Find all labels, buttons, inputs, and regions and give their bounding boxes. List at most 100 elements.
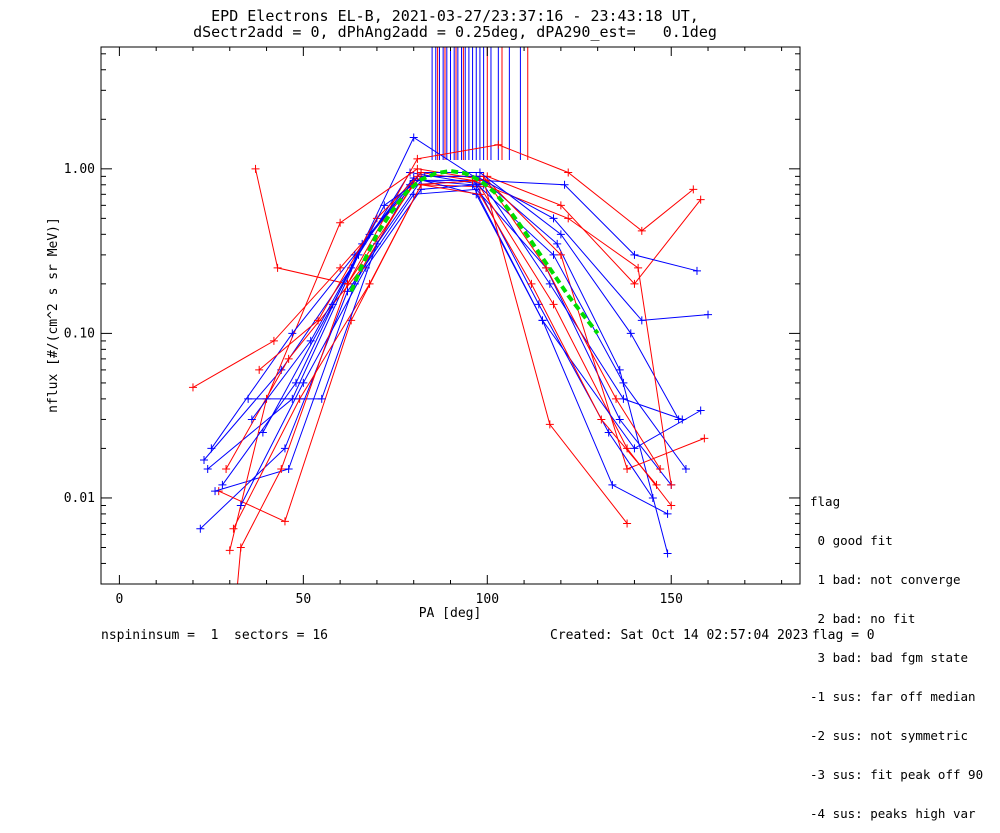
data-point-marker bbox=[222, 464, 231, 473]
data-point-marker bbox=[630, 444, 639, 453]
data-point-marker bbox=[564, 214, 573, 223]
x-tick-label: 50 bbox=[296, 592, 312, 607]
data-point-marker bbox=[604, 428, 613, 437]
flag-legend: flag 0 good fit 1 bad: not converge 2 ba… bbox=[810, 469, 983, 833]
series-line bbox=[207, 171, 683, 470]
data-point-marker bbox=[236, 543, 245, 552]
data-point-marker bbox=[280, 444, 289, 453]
series-line bbox=[229, 168, 705, 551]
data-point-marker bbox=[247, 415, 256, 424]
chart-title: EPD Electrons EL-B, 2021-03-27/23:37:16 … bbox=[211, 7, 699, 25]
data-point-marker bbox=[615, 415, 624, 424]
data-point-marker bbox=[612, 394, 621, 403]
data-point-marker bbox=[284, 464, 293, 473]
data-point-marker bbox=[564, 168, 573, 177]
data-point-marker bbox=[667, 480, 676, 489]
data-point-marker bbox=[656, 464, 665, 473]
data-point-marker bbox=[328, 300, 337, 309]
data-point-marker bbox=[244, 394, 253, 403]
data-point-marker bbox=[696, 195, 705, 204]
y-tick-label: 0.10 bbox=[64, 326, 95, 341]
data-point-marker bbox=[667, 501, 676, 510]
data-point-marker bbox=[211, 487, 220, 496]
data-point-marker bbox=[681, 464, 690, 473]
series-line bbox=[210, 179, 687, 470]
flag-legend-entry: 0 good fit bbox=[810, 533, 893, 548]
data-point-marker bbox=[203, 464, 212, 473]
data-point-marker bbox=[200, 456, 209, 465]
data-point-marker bbox=[549, 214, 558, 223]
data-point-marker bbox=[545, 279, 554, 288]
data-point-marker bbox=[634, 263, 643, 272]
footer-flag-value: flag = 0 bbox=[812, 628, 875, 643]
data-point-marker bbox=[413, 154, 422, 163]
series-line bbox=[218, 184, 672, 523]
data-point-marker bbox=[615, 365, 624, 374]
data-point-marker bbox=[314, 316, 323, 325]
flag-legend-entry: -3 sus: fit peak off 90 bbox=[810, 767, 984, 782]
data-point-marker bbox=[336, 263, 345, 272]
series-line bbox=[225, 175, 661, 470]
data-point-marker bbox=[347, 316, 356, 325]
data-point-marker bbox=[188, 383, 197, 392]
data-point-marker bbox=[229, 524, 238, 533]
plot-area: 0 50 100 150 0.01 0.10 1.00 PA [deg] nflux [#/… bbox=[46, 46, 801, 621]
flag-legend-entry: 3 bad: bad fgm state bbox=[810, 650, 969, 665]
data-point-marker bbox=[475, 168, 484, 177]
series-line bbox=[248, 179, 668, 515]
data-point-marker bbox=[623, 519, 632, 528]
data-point-marker bbox=[652, 480, 661, 489]
flag-legend-entry: -4 sus: peaks high var bbox=[810, 806, 976, 821]
series-line bbox=[255, 144, 694, 285]
data-point-marker bbox=[277, 464, 286, 473]
flag-legend-entry: 1 bad: not converge bbox=[810, 572, 961, 587]
x-axis-label: PA [deg] bbox=[419, 606, 482, 621]
data-point-marker bbox=[225, 546, 234, 555]
data-point-marker bbox=[608, 480, 617, 489]
data-point-marker bbox=[623, 464, 632, 473]
data-point-marker bbox=[619, 378, 628, 387]
y-tick-label: 1.00 bbox=[64, 162, 95, 177]
data-point-marker bbox=[380, 201, 389, 210]
data-point-marker bbox=[619, 394, 628, 403]
series-line bbox=[192, 175, 702, 388]
data-point-marker bbox=[674, 415, 683, 424]
data-point-marker bbox=[258, 428, 267, 437]
data-point-marker bbox=[560, 180, 569, 189]
data-point-marker bbox=[343, 279, 352, 288]
series-line bbox=[251, 172, 680, 420]
fit-curve bbox=[349, 168, 600, 335]
y-tick-label: 0.01 bbox=[64, 491, 95, 506]
data-point-marker bbox=[494, 140, 503, 149]
flag-legend-entry: -1 sus: far off median bbox=[810, 689, 976, 704]
data-point-marker bbox=[372, 214, 381, 223]
data-point-marker bbox=[556, 230, 565, 239]
flag-legend-entry: 2 bad: no fit bbox=[810, 611, 916, 626]
data-point-marker bbox=[663, 549, 672, 558]
series-line bbox=[232, 184, 657, 529]
x-tick-label: 100 bbox=[476, 592, 499, 607]
data-point-marker bbox=[689, 185, 698, 194]
data-point-marker bbox=[597, 415, 606, 424]
data-point-marker bbox=[637, 226, 646, 235]
x-tick-label: 150 bbox=[659, 592, 682, 607]
series-line bbox=[262, 175, 709, 433]
series-line bbox=[221, 177, 701, 486]
data-point-marker bbox=[413, 164, 422, 173]
data-point-marker bbox=[549, 300, 558, 309]
data-point-marker bbox=[236, 501, 245, 510]
data-point-marker bbox=[409, 133, 418, 142]
data-point-marker bbox=[251, 164, 260, 173]
data-point-marker bbox=[299, 378, 308, 387]
data-point-marker bbox=[269, 336, 278, 345]
footer-created-timestamp: Created: Sat Oct 14 02:57:04 2023 bbox=[550, 628, 809, 643]
data-point-marker bbox=[273, 263, 282, 272]
data-point-marker bbox=[637, 316, 646, 325]
data-point-marker bbox=[317, 394, 326, 403]
data-point-marker bbox=[233, 585, 241, 593]
data-point-marker bbox=[663, 509, 672, 518]
data-point-marker bbox=[630, 250, 639, 259]
data-point-marker bbox=[280, 517, 289, 526]
data-point-marker bbox=[704, 310, 713, 319]
data-point-marker bbox=[284, 354, 293, 363]
